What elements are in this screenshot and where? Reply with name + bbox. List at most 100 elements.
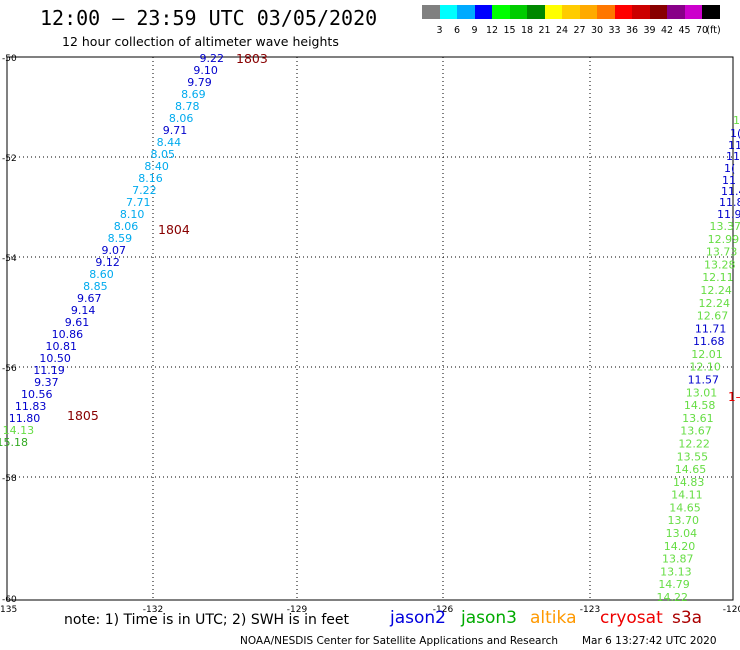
wave-height-label: 1( [730,127,740,140]
axis-labels: -50 -52 -54 -56 -58 -60-135 -132 -129 -126 -123 -1… [0,54,740,615]
wave-height-label: 9.22 [200,52,225,65]
satellite-legend-jason2: jason2 [390,608,446,628]
pass-time-label: 1803 [236,51,268,66]
color-swatch [544,5,562,19]
wave-height-label: 13.67 [680,425,712,438]
color-scale-label: 30 [590,25,604,36]
satellite-legend-jason3: jason3 [461,608,517,628]
wave-height-label: 13.13 [660,565,692,578]
lon-label: -135 [0,605,17,615]
wave-height-label: 11.71 [695,322,727,335]
wave-height-label: 13.04 [666,527,698,540]
pass-time-label: 1804 [158,222,190,237]
color-scale-label: 70 [695,25,709,36]
wave-height-label: 11.19 [33,364,65,377]
color-scale-label: 9 [471,25,478,36]
wave-height-label: 14.65 [669,501,701,514]
color-swatch [684,5,702,19]
wave-height-label: 13.61 [682,412,714,425]
satellite-legend-altika: altika [530,608,577,628]
lat-label: -56 [2,364,17,374]
wave-height-label: 8.60 [89,268,114,281]
color-scale-label: 15 [503,25,516,36]
wave-height-label: 9.14 [71,304,96,317]
plot-frame [6,56,734,601]
wave-height-label: 9.37 [34,376,59,389]
page-title: 12:00 – 23:59 UTC 03/05/2020 [40,6,378,30]
wave-height-label: 1 [733,114,740,127]
satellite-legend-cryosat: cryosat [600,608,663,628]
wave-height-label: 8.44 [157,136,182,149]
graticule [6,56,734,601]
color-scale-label: 27 [573,25,586,36]
wave-height-label: 9.07 [102,244,127,257]
color-swatch [649,5,667,19]
wave-height-label: 14.20 [664,540,696,553]
wave-height-label: 11.83 [15,400,47,413]
wave-height-label: 10.86 [52,328,84,341]
wave-height-label: 8.06 [169,112,194,125]
wave-height-label: 8.06 [114,220,139,233]
wave-height-label: 11 [722,174,736,187]
wave-height-label: 11.57 [688,374,720,387]
wave-height-label: 10.56 [21,388,53,401]
time-labels: 1803 1804 1805 [67,51,268,423]
color-swatch [509,5,527,19]
wave-height-label: 8.59 [108,232,133,245]
generated-timestamp: Mar 6 13:27:42 UTC 2020 [582,635,717,647]
wave-height-label: 9.12 [95,256,120,269]
wave-height-label: 12.22 [678,437,710,450]
color-scale-label: 33 [608,25,621,36]
wave-height-label: 12.24 [699,297,731,310]
lat-label: -58 [2,474,17,484]
lon-label: -126 [433,605,454,615]
wave-height-label: 14.13 [3,424,35,437]
wave-height-label: 14.22 [657,591,689,604]
wave-height-label: 9.71 [163,124,188,137]
wave-height-label: 14.79 [658,578,690,591]
west-track: 9.229.109.798.698.788.069.718.448.058.40… [0,52,224,449]
color-swatch [474,5,492,19]
color-swatch [632,5,650,19]
color-scale-label: (ft) [706,25,721,36]
wave-height-label: 10.50 [39,352,71,365]
wave-height-label: 11 [728,139,740,152]
color-swatch [527,5,545,19]
wave-height-label: 11.8 [719,196,740,209]
wave-height-label: 14.83 [673,476,705,489]
wave-height-label: 13.28 [704,258,736,271]
wave-height-label: 13.87 [662,553,694,566]
wave-height-label: 13.55 [677,450,709,463]
wave-height-label: 7.71 [126,196,151,209]
lon-label: -132 [143,605,163,615]
wave-height-label: 14.65 [675,463,707,476]
color-scale-label: 12 [485,25,499,36]
edge-label: 1– [728,390,740,404]
wave-height-label: 12.11 [702,271,734,284]
color-swatch [614,5,632,19]
wave-height-label: 11.68 [693,335,725,348]
wave-height-label: 8.85 [83,280,108,293]
wave-height-label: 11.4 [721,185,740,198]
color-swatch [492,5,510,19]
lon-label: -123 [580,605,600,615]
credit-line: NOAA/NESDIS Center for Satellite Applica… [240,635,558,647]
wave-height-label: 11.9 [717,208,740,221]
lon-label: -120 [723,605,740,615]
color-scale-label: 39 [643,25,656,36]
color-swatch [422,5,440,19]
wave-height-label: 13.73 [706,246,738,259]
lat-label: -52 [2,154,17,164]
wave-height-label: 9.67 [77,292,102,305]
color-swatch [439,5,457,19]
color-swatch [457,5,475,19]
color-swatch [702,5,720,19]
satellite-legend-s3a: s3a [672,608,703,628]
color-scale-label: 42 [660,25,674,36]
color-scale-label: 36 [625,25,639,36]
lat-label: -54 [2,254,17,264]
color-scale-label: 3 [436,25,443,36]
wave-height-label: 9.10 [193,64,218,77]
page-subtitle: 12 hour collection of altimeter wave hei… [62,34,339,49]
